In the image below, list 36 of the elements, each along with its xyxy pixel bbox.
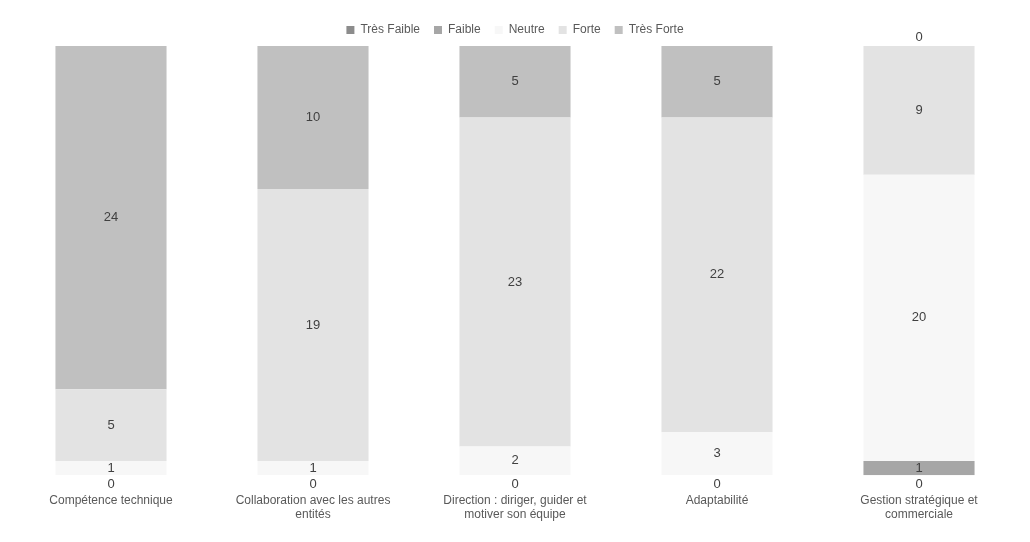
bar	[863, 460, 975, 476]
data-label: 5	[107, 416, 115, 432]
data-label: 23	[507, 273, 523, 289]
data-label: 5	[713, 73, 721, 89]
data-label: 1	[107, 459, 115, 475]
data-label: 0	[713, 475, 721, 491]
data-label: 1	[915, 459, 923, 475]
data-label: 1	[309, 459, 317, 475]
x-tick-label: Compétence technique	[49, 492, 174, 507]
data-label: 0	[511, 475, 519, 491]
data-label: 5	[511, 73, 519, 89]
data-label: 19	[305, 316, 321, 332]
data-label: 2	[511, 452, 519, 468]
data-label: 10	[305, 109, 321, 125]
data-label: 0	[915, 28, 923, 44]
bar	[257, 46, 369, 190]
x-tick-label: Adaptabilité	[685, 492, 749, 507]
data-label: 9	[915, 101, 923, 117]
legend-label: Très Forte	[628, 22, 684, 37]
x-tick-label: Collaboration avec les autres entités	[235, 492, 391, 522]
legend-label: Forte	[572, 22, 602, 37]
x-tick-label: Direction : diriger, guider et motiver son équipe	[443, 492, 588, 522]
bar	[661, 46, 773, 118]
data-label: 0	[107, 475, 115, 491]
x-tick-label: Gestion stratégique et commerciale	[860, 492, 979, 522]
data-label: 20	[911, 309, 927, 325]
data-label: 0	[915, 475, 923, 491]
legend-label: Faible	[447, 22, 481, 37]
legend-label: Neutre	[508, 22, 546, 37]
data-label: 22	[709, 266, 725, 282]
data-label: 0	[309, 475, 317, 491]
bar	[459, 46, 571, 118]
data-label: 3	[713, 445, 721, 461]
bar	[55, 46, 167, 390]
legend-label: Très Faible	[360, 22, 421, 37]
data-label: 24	[103, 209, 119, 225]
